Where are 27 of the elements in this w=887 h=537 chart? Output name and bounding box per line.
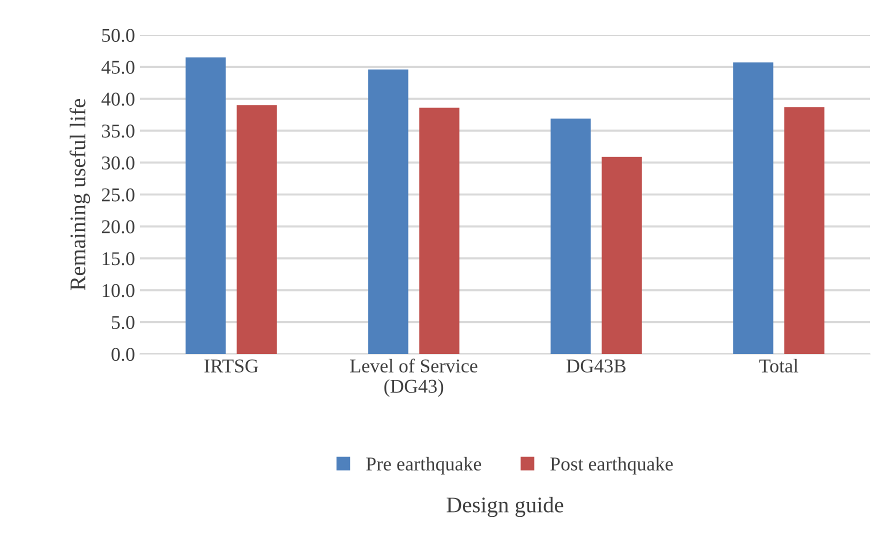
y-tick-label: 50.0 <box>102 28 134 42</box>
x-tick-label: Level of Service (DG43) <box>350 358 478 397</box>
bar <box>733 62 774 354</box>
y-tick-label: 10.0 <box>102 284 134 298</box>
bar <box>368 69 408 354</box>
y-tick-label: 20.0 <box>102 220 134 234</box>
x-tick-label: Total <box>759 358 798 373</box>
y-tick-label: 45.0 <box>101 60 134 74</box>
y-tick-label: 15.0 <box>102 252 134 266</box>
y-tick-label: 25.0 <box>102 188 134 202</box>
legend-label: Pre earthquake <box>366 456 482 475</box>
bar <box>550 118 591 354</box>
bar <box>419 108 460 354</box>
y-tick-label: 40.0 <box>101 92 134 106</box>
y-tick-label: 30.0 <box>102 156 134 170</box>
legend-label: Post earthquake <box>550 456 673 475</box>
bar <box>602 156 642 354</box>
bar <box>784 107 824 354</box>
x-tick-label: DG43B <box>566 359 626 373</box>
bar <box>186 57 226 354</box>
y-tick-label: 0.0 <box>112 348 134 362</box>
x-axis-title: Design guide <box>446 496 564 518</box>
y-axis-title: Remaining useful life <box>70 99 90 290</box>
bar <box>236 105 277 354</box>
x-tick-label: IRTSG <box>204 359 258 373</box>
y-tick-label: 5.0 <box>112 316 134 330</box>
y-tick-label: 35.0 <box>102 124 134 138</box>
